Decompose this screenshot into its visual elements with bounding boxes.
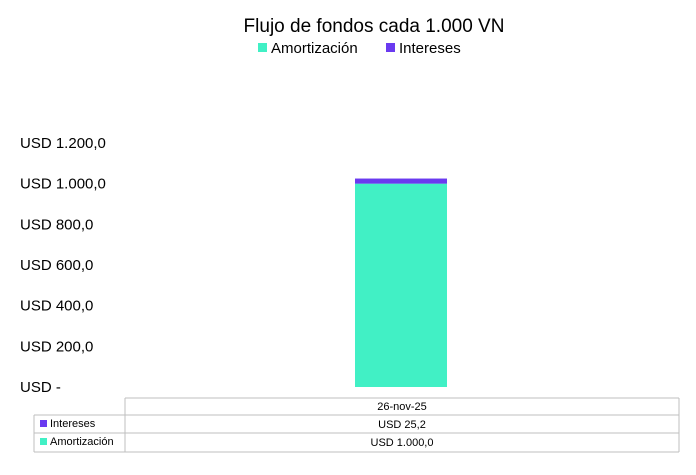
y-tick-label: USD 600,0 bbox=[20, 257, 93, 274]
y-tick-label: USD 800,0 bbox=[20, 216, 93, 233]
y-tick-label: USD 1.200,0 bbox=[20, 135, 106, 152]
legend-swatch-0 bbox=[258, 43, 267, 52]
legend-label-0: Amortización bbox=[271, 40, 358, 57]
y-tick-label: USD 1.000,0 bbox=[20, 176, 106, 193]
bars bbox=[355, 178, 447, 387]
table-value-0: USD 1.000,0 bbox=[371, 437, 434, 449]
y-tick-label: USD - bbox=[20, 379, 61, 396]
table-category-label: 26-nov-25 bbox=[377, 401, 427, 413]
legend-label-1: Intereses bbox=[399, 40, 461, 57]
table-series-label-1: Intereses bbox=[50, 418, 96, 430]
table-swatch-1 bbox=[40, 420, 47, 427]
y-axis: USD - USD 200,0 USD 400,0 USD 600,0 USD 800,… bbox=[20, 135, 106, 396]
bar-1-0 bbox=[355, 178, 447, 184]
data-table: 26-nov-25 Intereses USD 25,2 Amortización US… bbox=[33, 397, 680, 453]
table-swatch-0 bbox=[40, 438, 47, 445]
legend: Amortización Intereses bbox=[258, 40, 461, 57]
y-tick-label: USD 200,0 bbox=[20, 338, 93, 355]
table-series-label-0: Amortización bbox=[50, 436, 114, 448]
bar-0-0 bbox=[355, 183, 447, 387]
chart-title: Flujo de fondos cada 1.000 VN bbox=[244, 16, 505, 37]
legend-swatch-1 bbox=[386, 43, 395, 52]
table-value-1: USD 25,2 bbox=[378, 419, 426, 431]
y-tick-label: USD 400,0 bbox=[20, 298, 93, 315]
